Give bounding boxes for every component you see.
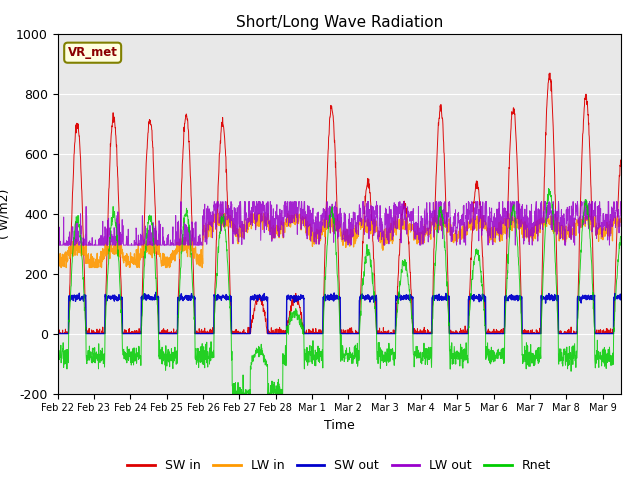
Text: VR_met: VR_met — [68, 46, 118, 59]
Legend: SW in, LW in, SW out, LW out, Rnet: SW in, LW in, SW out, LW out, Rnet — [122, 455, 556, 477]
X-axis label: Time: Time — [324, 419, 355, 432]
Title: Short/Long Wave Radiation: Short/Long Wave Radiation — [236, 15, 443, 30]
Y-axis label: ( W/m2): ( W/m2) — [0, 189, 10, 239]
